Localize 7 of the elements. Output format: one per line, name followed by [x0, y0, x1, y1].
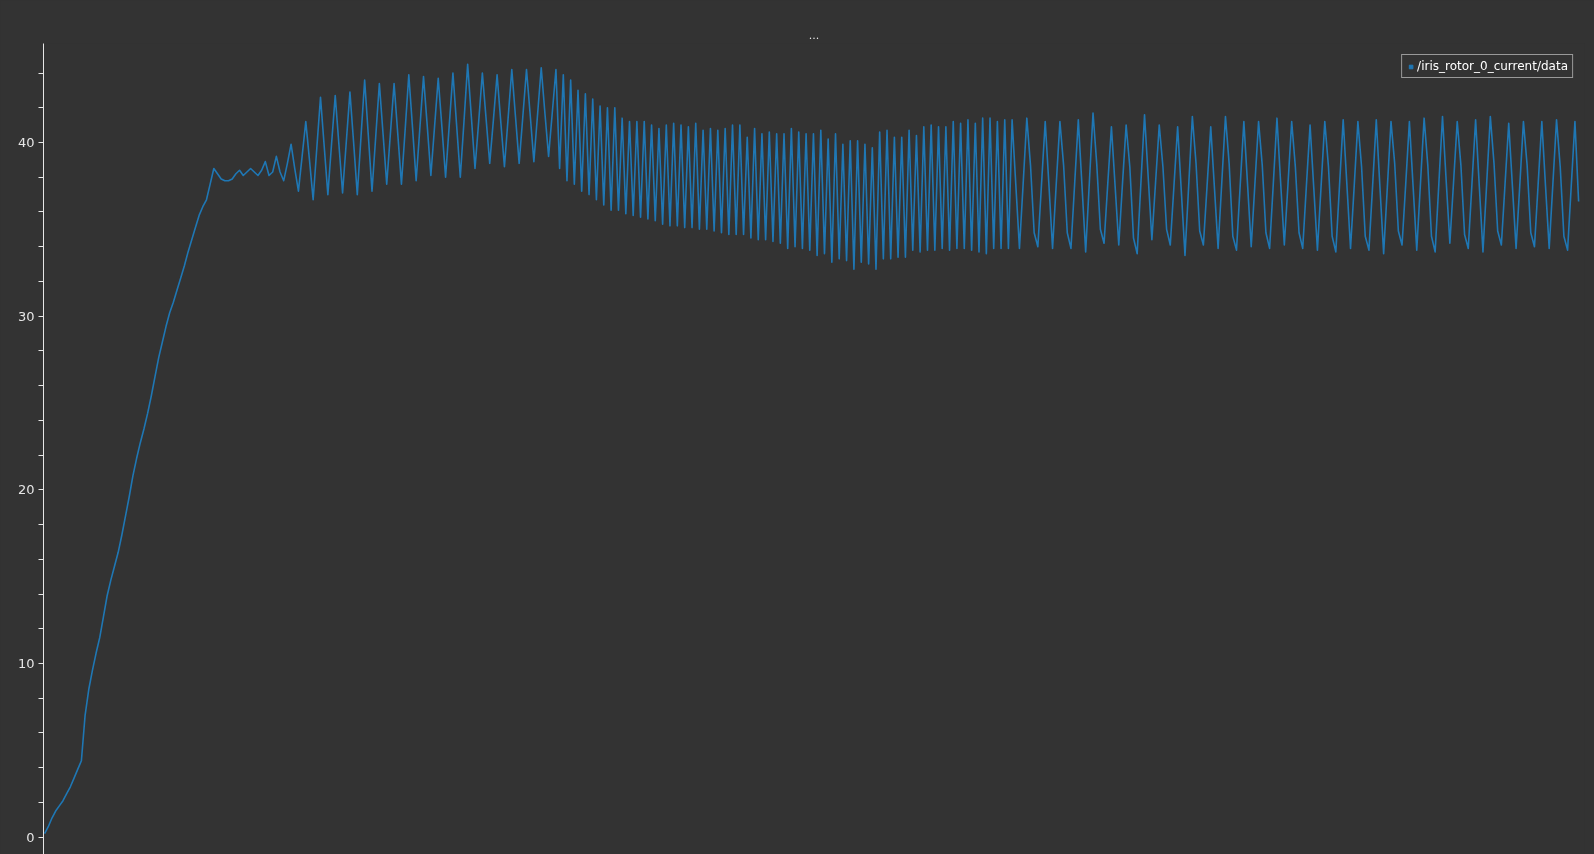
- y-tick-label: 30: [17, 308, 35, 324]
- legend-label: /iris_rotor_0_current/data: [1417, 59, 1568, 73]
- chart-title: ...: [808, 28, 820, 42]
- y-tick-label: 40: [17, 134, 35, 150]
- y-tick-label: 10: [17, 655, 35, 671]
- y-tick-label: 20: [17, 482, 35, 498]
- y-tick-label: 0: [26, 829, 35, 845]
